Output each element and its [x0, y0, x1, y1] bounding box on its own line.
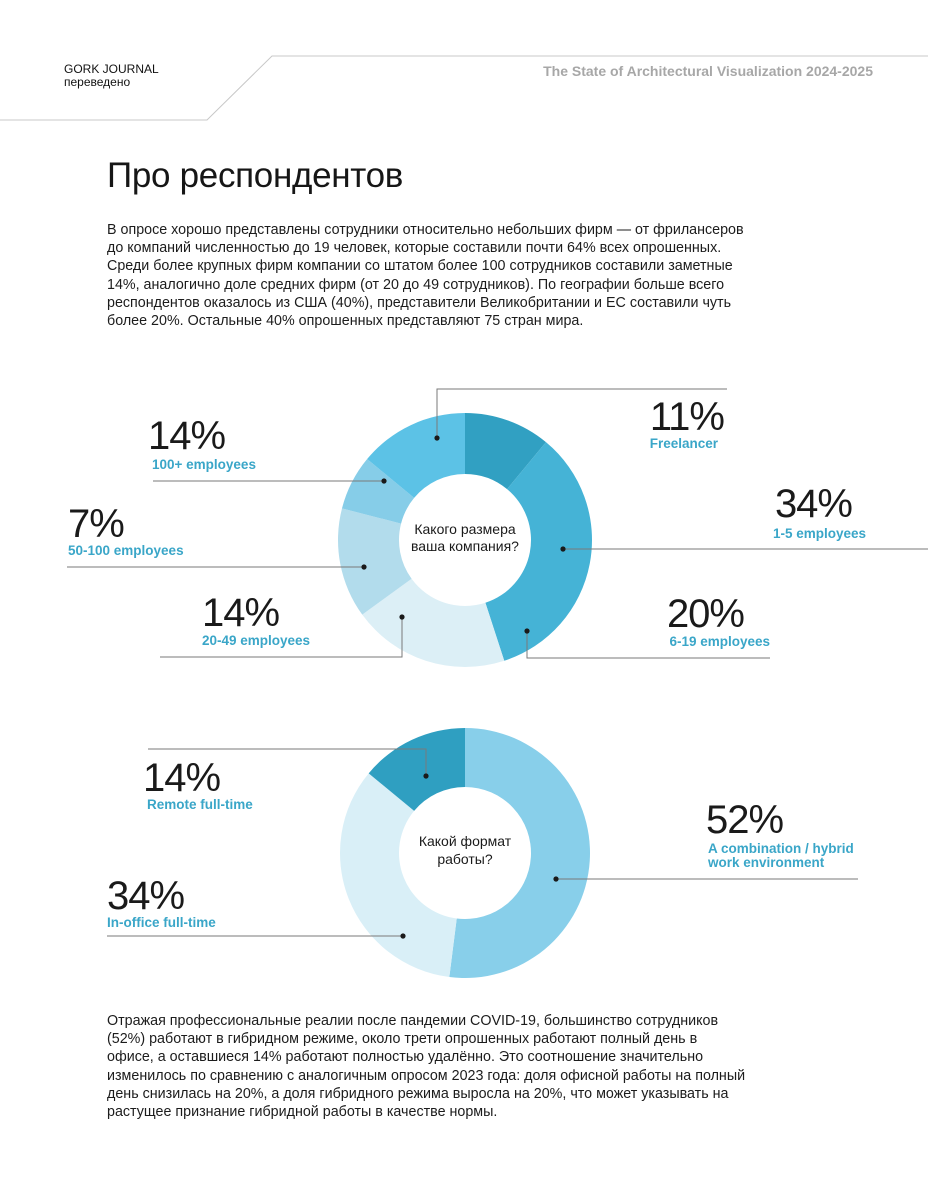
slice-category-label: Freelancer: [650, 436, 719, 451]
slice-percent-label: 11%: [650, 395, 725, 439]
callout-line: [526, 631, 770, 659]
donut-center-title: ваша компания?: [411, 538, 519, 554]
slice-category-label: A combination / hybrid: [708, 841, 854, 856]
donut-center-title: работы?: [437, 851, 493, 867]
callout-line: [160, 617, 403, 658]
slice-category-label: 20-49 employees: [202, 633, 310, 648]
journal-brand: GORK JOURNAL переведено: [64, 63, 159, 89]
callout-line: [148, 748, 427, 776]
slice-percent-label: 14%: [143, 756, 220, 800]
slice-category-label: work environment: [707, 855, 825, 870]
report-title: The State of Architectural Visualization…: [543, 63, 873, 79]
slice-category-label: Remote full-time: [147, 797, 253, 812]
slice-category-label: 6-19 employees: [669, 634, 770, 649]
slice-percent-label: 34%: [107, 874, 184, 918]
slice-percent-label: 34%: [775, 482, 852, 526]
slice-category-label: 1-5 employees: [773, 526, 866, 541]
donut-slice: [485, 442, 592, 661]
donut-slice: [341, 459, 415, 524]
callout-dot: [399, 614, 405, 620]
donut-center-title: Какого размера: [414, 521, 516, 537]
donut-slice: [340, 773, 457, 978]
callout-dot: [423, 773, 429, 779]
slice-category-label: 50-100 employees: [68, 543, 184, 558]
callout-dot: [400, 933, 406, 939]
donut-slice: [367, 413, 465, 498]
callout-dot: [560, 546, 566, 552]
callout-dot: [524, 628, 530, 634]
callout-dot: [434, 435, 440, 441]
donut-center-title: Какой формат: [419, 833, 512, 849]
intro-paragraph: В опросе хорошо представлены сотрудники …: [107, 222, 744, 330]
callout-dot: [361, 564, 367, 570]
donut-slice: [449, 728, 591, 978]
callout-line: [436, 388, 727, 438]
slice-percent-label: 52%: [706, 798, 783, 842]
donut-slice: [362, 578, 505, 667]
slice-percent-label: 14%: [202, 591, 279, 635]
slice-percent-label: 7%: [68, 502, 124, 546]
callout-dot: [553, 876, 559, 882]
slice-category-label: In-office full-time: [107, 915, 216, 930]
donut-slice: [368, 728, 465, 811]
slice-percent-label: 20%: [667, 592, 744, 636]
donut-slice: [338, 508, 412, 615]
page-title: Про респондентов: [107, 156, 404, 195]
callout-dot: [381, 478, 387, 484]
donut-slice: [465, 413, 546, 490]
slice-percent-label: 14%: [148, 414, 225, 458]
journal-subtitle: переведено: [64, 75, 131, 89]
journal-name: GORK JOURNAL: [64, 62, 159, 76]
header-rule: [0, 55, 928, 121]
outro-paragraph: Отражая профессиональные реалии после па…: [107, 1013, 746, 1121]
slice-category-label: 100+ employees: [152, 457, 256, 472]
